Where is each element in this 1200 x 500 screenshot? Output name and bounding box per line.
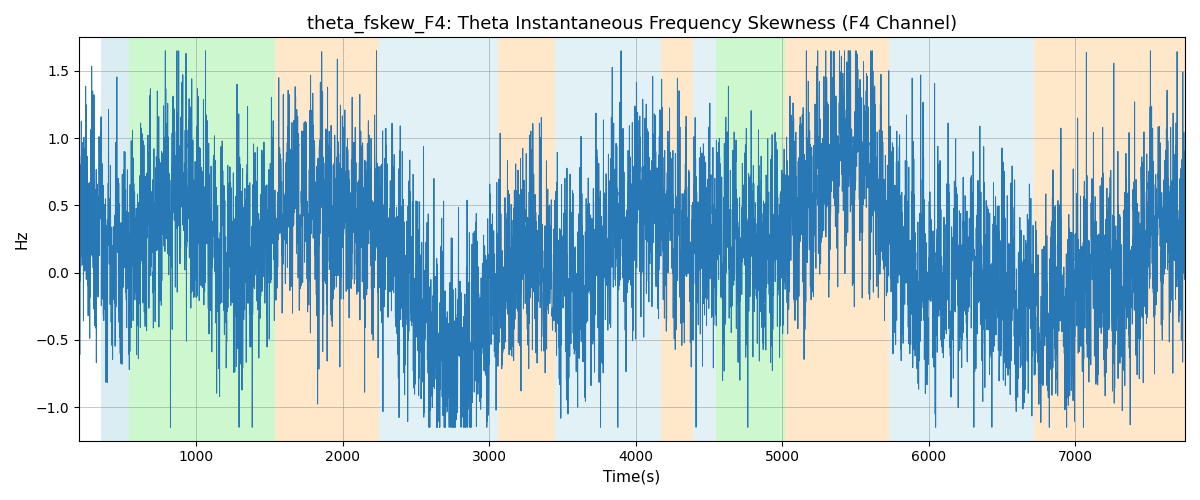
Bar — [379, 38, 439, 440]
Bar — [1034, 38, 1186, 440]
Bar — [101, 38, 128, 440]
X-axis label: Time(s): Time(s) — [604, 470, 660, 485]
Bar — [785, 38, 889, 440]
Bar — [556, 38, 660, 440]
Bar — [128, 38, 275, 440]
Y-axis label: Hz: Hz — [14, 230, 30, 249]
Bar — [716, 38, 785, 440]
Title: theta_fskew_F4: Theta Instantaneous Frequency Skewness (F4 Channel): theta_fskew_F4: Theta Instantaneous Freq… — [307, 15, 958, 34]
Bar — [498, 38, 556, 440]
Bar — [660, 38, 692, 440]
Bar — [889, 38, 1034, 440]
Bar — [692, 38, 716, 440]
Bar — [275, 38, 379, 440]
Bar — [439, 38, 498, 440]
